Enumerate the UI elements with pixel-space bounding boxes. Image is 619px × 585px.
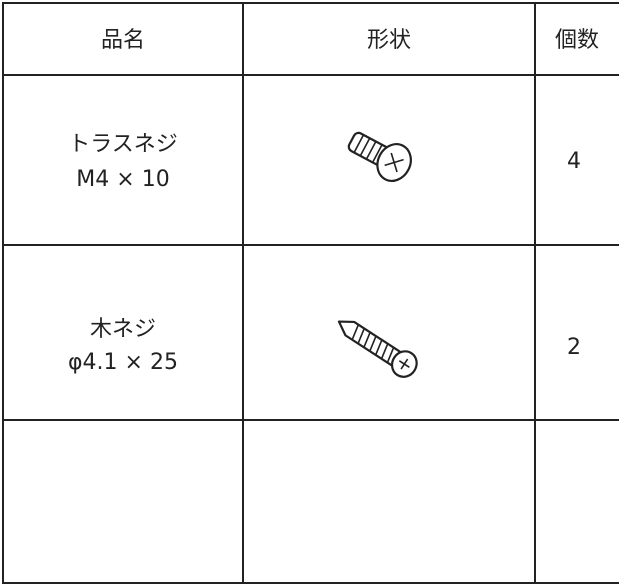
part-name: 木ネジ [90, 317, 156, 342]
header-cell: 個数 [555, 28, 599, 53]
part-count: 2 [567, 335, 581, 360]
part-name: トラスネジ [68, 132, 178, 157]
wood-screw-icon [337, 320, 418, 378]
part-count: 4 [567, 149, 581, 174]
header-cell: 品名 [101, 28, 145, 53]
part-size: φ4.1 × 25 [68, 350, 178, 375]
part-size: M4 × 10 [76, 167, 169, 192]
truss-screw-icon [347, 131, 412, 182]
header-cell: 形状 [367, 28, 411, 53]
